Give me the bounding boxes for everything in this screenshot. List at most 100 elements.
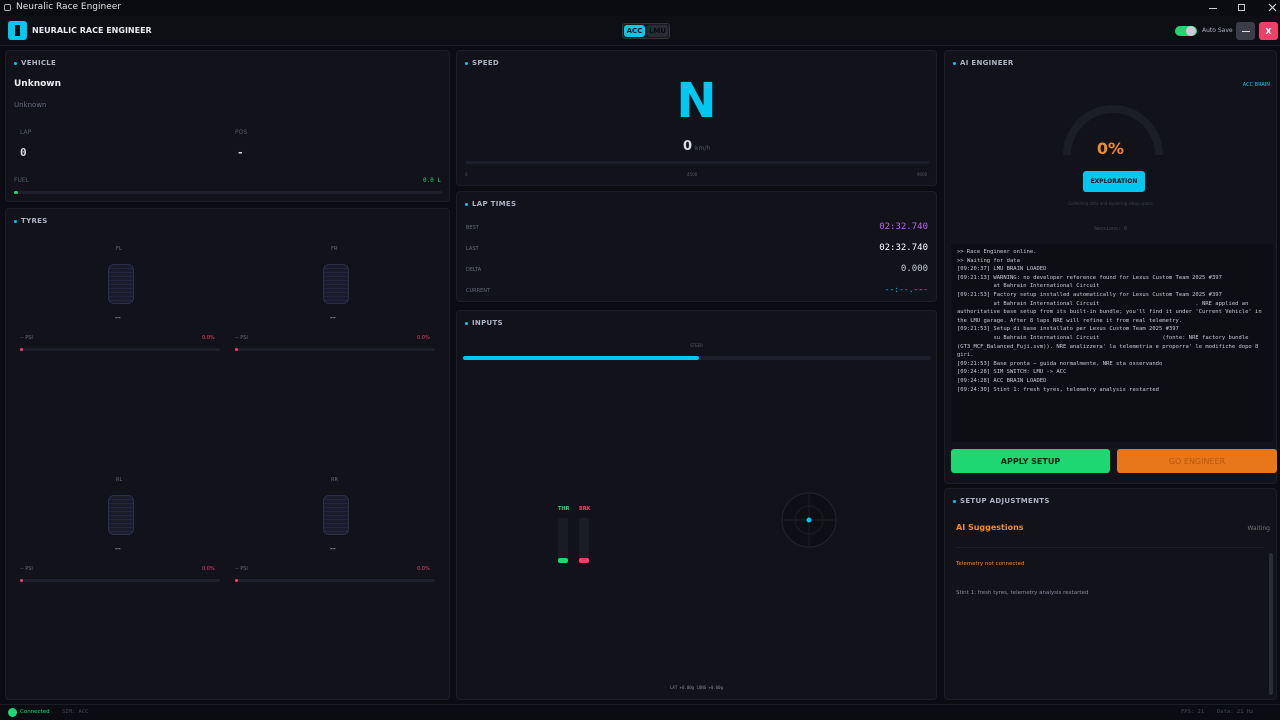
panel-title: SETUP ADJUSTMENTS (953, 497, 1050, 505)
tyre-label: RL (116, 477, 123, 483)
header: NEURALIC RACE ENGINEER ACC LMU Auto Save… (0, 16, 1280, 46)
brake-bar (579, 518, 589, 563)
status-bar: Connected SIM: ACC FPS: 21 Data: 21 Hz (0, 704, 1280, 720)
tyre-temp: -- (330, 313, 336, 322)
vehicle-subtitle: Unknown (14, 101, 47, 109)
log-line: [09:21:53] Setup di base installato per … (957, 326, 1259, 359)
steer-label: STEER (690, 343, 703, 348)
lap-value: 02:32.740 (879, 222, 928, 232)
tyre-graphic (323, 264, 349, 304)
log-line: [09:21:53] Factory setup installed autom… (957, 291, 1262, 324)
tyre-graphic (108, 495, 134, 535)
data-rate: Data: 21 Hz (1217, 709, 1254, 715)
tyre-label: FR (331, 246, 338, 252)
app-name: NEURALIC RACE ENGINEER (32, 26, 152, 35)
suggestion-message: Telemetry not connected (956, 561, 1025, 567)
setup-panel: SETUP ADJUSTMENTS AI Suggestions Waiting… (944, 488, 1277, 700)
lap-label: DELTA (466, 267, 482, 273)
g-force-circle (781, 492, 837, 548)
go-engineer-button[interactable]: GO ENGINEER (1117, 449, 1277, 473)
apply-setup-button[interactable]: APPLY SETUP (951, 449, 1110, 473)
log-line: >> Waiting for data (957, 257, 1020, 264)
suggestions-title: AI Suggestions (956, 523, 1024, 532)
steer-bar (463, 356, 931, 360)
close-button[interactable]: X (1259, 22, 1278, 40)
panel-title: INPUTS (465, 319, 503, 327)
speed-value: 0 (683, 139, 693, 154)
auto-save-switch[interactable] (1175, 26, 1197, 36)
suggestions-status: Waiting (1247, 525, 1270, 532)
log-line: [09:24:30] Stint 1: fresh tyres, telemet… (957, 386, 1159, 393)
panel-title: SPEED (465, 59, 499, 67)
g-force-readout: LAT +0.00g LONG +0.00g (670, 685, 723, 690)
lap-value: --:--.--- (884, 285, 928, 294)
tyre-pressure: -- PSI (235, 566, 248, 572)
lap-label: CURRENT (466, 288, 491, 294)
close-window[interactable] (1268, 3, 1277, 12)
progress-value: 0% (1096, 139, 1125, 158)
log-line: >> Race Engineer online. (957, 249, 1037, 255)
speed-unit: km/h (695, 145, 711, 152)
tyre-wear: 0.0% (417, 566, 430, 572)
sim-option[interactable]: LMU (647, 25, 668, 37)
sim-option[interactable]: ACC (624, 25, 645, 37)
tyre-pressure: -- PSI (235, 335, 248, 341)
progress-gauge (1063, 105, 1163, 156)
maximize-window[interactable] (1238, 4, 1245, 11)
minimize-button[interactable] (1236, 22, 1255, 40)
fuel-bar (14, 191, 442, 194)
app-icon (4, 4, 11, 11)
title-bar: Neuralic Race Engineer (0, 0, 1280, 16)
pos-label: POS (235, 129, 248, 136)
rpm-tick: 4500 (687, 172, 698, 177)
panel-title: LAP TIMES (465, 200, 516, 208)
mode-note: Collecting data and exploring setup spac… (1068, 201, 1153, 206)
log-line: [09:21:13] WARNING: no developer referen… (957, 274, 1222, 290)
window-title: Neuralic Race Engineer (16, 2, 121, 12)
panel-title: AI ENGINEER (953, 59, 1014, 67)
tyre-wear-bar (20, 579, 220, 582)
mode-badge: EXPLORATION (1083, 171, 1145, 192)
tyre-wear: 0.0% (202, 566, 215, 572)
suggestion-message: Stint 1: fresh tyres, telemetry analysis… (956, 590, 1089, 596)
tyre-temp: -- (330, 544, 336, 553)
inputs-panel: INPUTS STEER THR BRK LAT +0.00g LONG +0.… (456, 310, 937, 700)
vehicle-name: Unknown (14, 79, 62, 89)
lap-value: 02:32.740 (879, 243, 928, 253)
throttle-bar (558, 518, 568, 563)
log-line: [09:20:37] LMU BRAIN LOADED (957, 266, 1047, 273)
logo (8, 21, 27, 40)
throttle-label: THR (558, 506, 570, 512)
tyre-wear-bar (20, 348, 220, 351)
log-line: [09:24:28] ACC BRAIN LOADED (957, 377, 1047, 384)
log-line: [09:21:53] Base pronta — guida normalmen… (957, 360, 1163, 367)
lap-times-panel: LAP TIMES BEST 02:32.740 LAST 02:32.740 DELT… (456, 191, 937, 302)
tyre-graphic (323, 495, 349, 535)
lap-value: 0.000 (900, 264, 928, 274)
rpm-tick: 9000 (917, 172, 928, 177)
tyre-temp: -- (115, 313, 121, 322)
sessions: Sessions: 0 (1093, 226, 1128, 232)
auto-save-label: Auto Save (1202, 27, 1233, 34)
lap-value: 0 (20, 146, 27, 159)
panel-title: VEHICLE (14, 59, 56, 67)
sim-toggle: ACC LMU (622, 23, 670, 39)
minimize-window[interactable] (1209, 8, 1217, 9)
engineer-log: >> Race Engineer online. >> Waiting for d… (951, 244, 1273, 442)
panel-title: TYRES (14, 217, 48, 225)
speed-panel: SPEED N 0 km/h 0 4500 9000 (456, 50, 937, 186)
gear: N (676, 73, 717, 129)
connection-status: Connected (20, 709, 50, 715)
tyre-label: FL (116, 246, 122, 252)
fuel-value: 0.0 L (422, 177, 441, 184)
tyre-label: RR (331, 477, 338, 483)
scrollbar[interactable] (1269, 553, 1273, 695)
tyre-wear: 0.0% (417, 335, 430, 341)
tyres-panel: TYRES FL -- -- PSI 0.0% FR -- -- PSI 0.0% RL -- --… (5, 208, 450, 700)
tyre-pressure: -- PSI (20, 566, 33, 572)
vehicle-panel: VEHICLE Unknown Unknown LAP 0 POS - FUEL… (5, 50, 450, 202)
tyre-graphic (108, 264, 134, 304)
rpm-tick: 0 (465, 172, 468, 177)
tyre-wear: 0.0% (202, 335, 215, 341)
